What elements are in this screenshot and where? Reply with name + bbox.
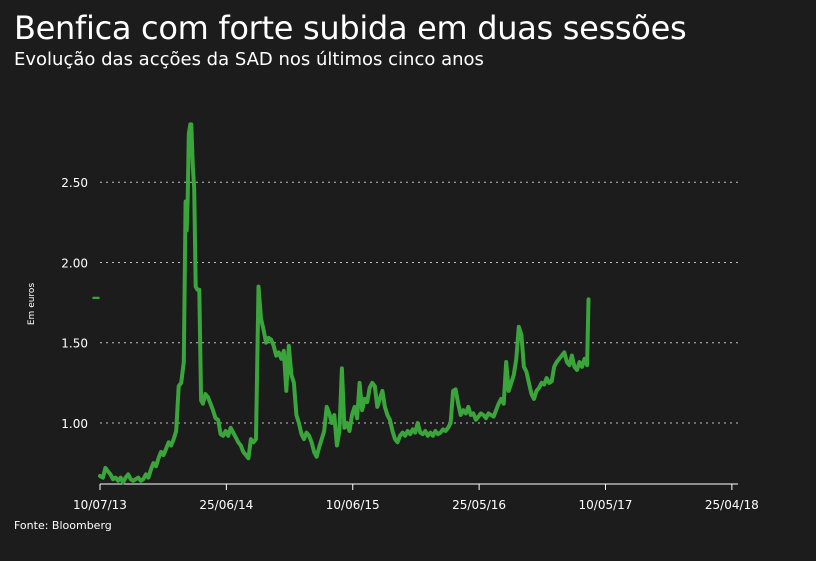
series-line-0	[98, 122, 591, 485]
y-tick-label: 2.00	[61, 256, 88, 270]
y-tick-label: 1.00	[61, 417, 88, 431]
y-axis-ticks: 1.00 1.50 2.00 2.50	[61, 176, 88, 431]
x-tick-label: 25/06/14	[199, 498, 253, 512]
y-tick-label: 1.50	[61, 337, 88, 351]
source-note: Fonte: Bloomberg	[14, 519, 112, 532]
x-tick-label: 10/07/13	[73, 498, 127, 512]
chart-subtitle: Evolução das acções da SAD nos últimos c…	[14, 49, 484, 70]
x-tick-label: 25/04/18	[705, 498, 759, 512]
y-tick-label: 2.50	[61, 176, 88, 190]
chart-title: Benfica com forte subida em duas sessões	[14, 9, 687, 47]
x-axis: 10/07/13 25/06/14 10/06/15 25/05/16 10/05/17…	[73, 483, 759, 512]
x-tick-label: 10/06/15	[326, 498, 380, 512]
x-tick-label: 10/05/17	[579, 498, 633, 512]
series-group	[98, 122, 591, 485]
last-value-marker: –	[92, 287, 101, 308]
x-tick-label: 25/05/16	[452, 498, 506, 512]
y-axis-label: Em euros	[27, 283, 37, 326]
